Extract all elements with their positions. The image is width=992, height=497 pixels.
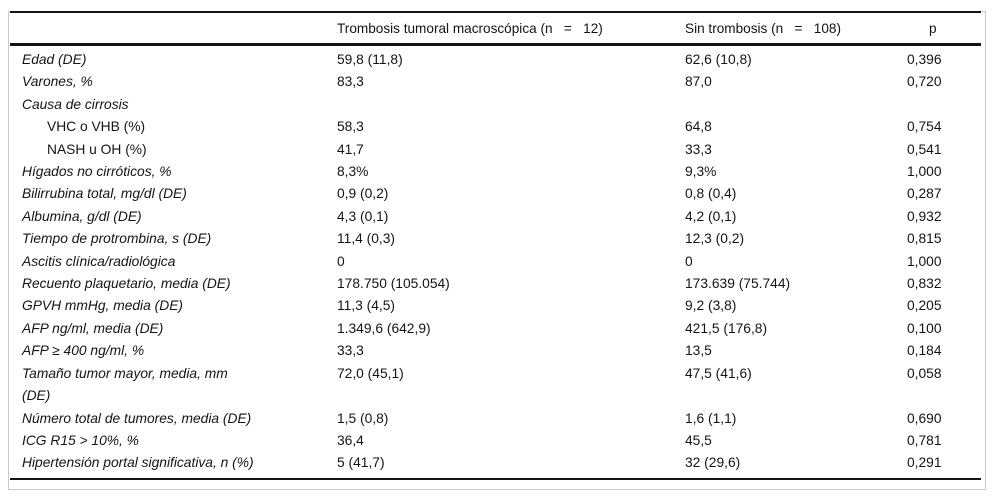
cell-p-value: 0,205 xyxy=(907,298,942,314)
cell-no-thrombosis-value: 45,5 xyxy=(685,432,712,448)
cell-no-thrombosis-value: 13,5 xyxy=(685,343,712,359)
cell-no-thrombosis-value: 87,0 xyxy=(685,74,712,90)
cell-p-value: 0,396 xyxy=(907,52,942,67)
row-label: Edad (DE) xyxy=(22,52,87,67)
cell-thrombosis-value: 4,3 (0,1) xyxy=(337,208,389,224)
cell-p-value: 0,287 xyxy=(907,186,942,202)
cell-p-value: 0,754 xyxy=(907,119,942,135)
cell-p-value: 0,832 xyxy=(907,276,942,292)
column-header-empty xyxy=(10,12,337,46)
cell-no-thrombosis-value: 62,6 (10,8) xyxy=(685,52,752,67)
cell-thrombosis-value: 1.349,6 (642,9) xyxy=(337,320,431,336)
table-row: Bilirrubina total, mg/dl (DE) 0,9 (0,2) 0,… xyxy=(10,183,981,205)
cell-no-thrombosis-value: 9,2 (3,8) xyxy=(685,298,737,314)
cell-no-thrombosis-value: 12,3 (0,2) xyxy=(685,231,745,247)
cell-no-thrombosis-value: 0 xyxy=(685,253,693,269)
row-label: Ascitis clínica/radiológica xyxy=(22,253,176,269)
table-row: Recuento plaquetario, media (DE) 178.750 … xyxy=(10,273,981,295)
cell-p-value: 0,815 xyxy=(907,231,942,247)
cell-no-thrombosis-value: 0,8 (0,4) xyxy=(685,186,737,202)
table-row: Tiempo de protrombina, s (DE) 11,4 (0,3) 1… xyxy=(10,228,981,250)
cell-p-value: 0,541 xyxy=(907,141,942,157)
cell-no-thrombosis-value: 1,6 (1,1) xyxy=(685,410,737,426)
cell-p-value: 0,690 xyxy=(907,410,942,426)
table-row: Edad (DE) 59,8 (11,8) 62,6 (10,8) 0,396 xyxy=(10,45,981,72)
cell-p-value: 0,291 xyxy=(907,455,942,471)
cell-p-value: 1,000 xyxy=(907,164,942,180)
cell-no-thrombosis-value xyxy=(685,94,907,116)
table-row: Causa de cirrosis xyxy=(10,94,981,116)
row-label: Recuento plaquetario, media (DE) xyxy=(22,276,231,292)
cell-no-thrombosis-value: 64,8 xyxy=(685,119,712,135)
comparison-table: Trombosis tumoral macroscópica (n = 12) … xyxy=(10,11,981,480)
cell-thrombosis-value: 11,4 (0,3) xyxy=(337,231,396,247)
cell-thrombosis-value: 178.750 (105.054) xyxy=(337,276,450,292)
cell-p-value: 0,100 xyxy=(907,320,942,336)
cell-no-thrombosis-value: 33,3 xyxy=(685,141,712,157)
cell-p-value: 1,000 xyxy=(907,253,942,269)
table-row: AFP ng/ml, media (DE) 1.349,6 (642,9) 421,… xyxy=(10,318,981,340)
cell-p-value xyxy=(907,94,981,116)
row-label: Hipertensión portal significativa, n (%) xyxy=(22,455,254,471)
cell-thrombosis-value: 11,3 (4,5) xyxy=(337,298,396,314)
cell-thrombosis-value: 41,7 xyxy=(337,141,364,157)
row-label: Número total de tumores, media (DE) xyxy=(22,410,252,426)
cell-thrombosis-value xyxy=(337,94,685,116)
row-label: Causa de cirrosis xyxy=(22,96,129,112)
table-row: GPVH mmHg, media (DE) 11,3 (4,5) 9,2 (3,8)… xyxy=(10,295,981,317)
table-body: Edad (DE) 59,8 (11,8) 62,6 (10,8) 0,396 Varo… xyxy=(10,45,981,479)
row-label: Tamaño tumor mayor, media, mm (DE) xyxy=(22,365,228,404)
cell-thrombosis-value: 59,8 (11,8) xyxy=(337,52,403,67)
table-row: Varones, % 83,3 87,0 0,720 xyxy=(10,71,981,93)
row-label: ICG R15 > 10%, % xyxy=(22,432,139,448)
column-header-no-thrombosis-group: Sin trombosis (n = 108) xyxy=(685,12,907,46)
cell-p-value: 0,781 xyxy=(907,432,942,448)
cell-no-thrombosis-value: 32 (29,6) xyxy=(685,455,741,471)
cell-thrombosis-value: 1,5 (0,8) xyxy=(337,410,389,426)
row-label: VHC o VHB (%) xyxy=(47,119,146,135)
cell-thrombosis-value: 8,3% xyxy=(337,164,369,180)
cell-no-thrombosis-value: 47,5 (41,6) xyxy=(685,365,752,381)
table-row: Albumina, g/dl (DE) 4,3 (0,1) 4,2 (0,1) 0,9… xyxy=(10,206,981,228)
cell-thrombosis-value: 58,3 xyxy=(337,119,364,135)
cell-thrombosis-value: 33,3 xyxy=(337,343,364,359)
cell-thrombosis-value: 72,0 (45,1) xyxy=(337,365,404,381)
cell-no-thrombosis-value: 4,2 (0,1) xyxy=(685,208,737,224)
row-label: Hígados no cirróticos, % xyxy=(22,164,172,180)
column-header-p-value: p xyxy=(907,12,981,46)
row-label: AFP ≥ 400 ng/ml, % xyxy=(22,343,145,359)
row-label: Albumina, g/dl (DE) xyxy=(22,208,142,224)
cell-thrombosis-value: 0,9 (0,2) xyxy=(337,186,389,202)
cell-thrombosis-value: 5 (41,7) xyxy=(337,455,385,471)
row-label: GPVH mmHg, media (DE) xyxy=(22,298,183,314)
cell-p-value: 0,058 xyxy=(907,365,942,381)
table-row: AFP ≥ 400 ng/ml, % 33,3 13,5 0,184 xyxy=(10,340,981,362)
cell-no-thrombosis-value: 173.639 (75.744) xyxy=(685,276,791,292)
table-row: Ascitis clínica/radiológica 0 0 1,000 xyxy=(10,251,981,273)
row-label: Tiempo de protrombina, s (DE) xyxy=(22,231,212,247)
cell-p-value: 0,184 xyxy=(907,343,942,359)
table-row: Hipertensión portal significativa, n (%)… xyxy=(10,452,981,478)
table-row: NASH u OH (%) 41,7 33,3 0,541 xyxy=(10,139,981,161)
row-label: NASH u OH (%) xyxy=(47,141,147,157)
cell-p-value: 0,720 xyxy=(907,74,942,90)
row-label: AFP ng/ml, media (DE) xyxy=(22,320,164,336)
cell-p-value: 0,932 xyxy=(907,208,942,224)
table-header-row: Trombosis tumoral macroscópica (n = 12) … xyxy=(10,12,981,46)
cell-no-thrombosis-value: 9,3% xyxy=(685,164,717,180)
table-row: Número total de tumores, media (DE) 1,5 (… xyxy=(10,408,981,430)
table-row: ICG R15 > 10%, % 36,4 45,5 0,781 xyxy=(10,430,981,452)
cell-thrombosis-value: 0 xyxy=(337,253,345,269)
column-header-thrombosis-group: Trombosis tumoral macroscópica (n = 12) xyxy=(337,12,685,46)
table-row: Tamaño tumor mayor, media, mm (DE) 72,0 (… xyxy=(10,363,981,408)
row-label: Varones, % xyxy=(22,74,93,90)
table-row: Hígados no cirróticos, % 8,3% 9,3% 1,000 xyxy=(10,161,981,183)
cell-thrombosis-value: 36,4 xyxy=(337,432,364,448)
cell-no-thrombosis-value: 421,5 (176,8) xyxy=(685,320,768,336)
table-row: VHC o VHB (%) 58,3 64,8 0,754 xyxy=(10,116,981,138)
cell-thrombosis-value: 83,3 xyxy=(337,74,364,90)
row-label: Bilirrubina total, mg/dl (DE) xyxy=(22,186,187,202)
